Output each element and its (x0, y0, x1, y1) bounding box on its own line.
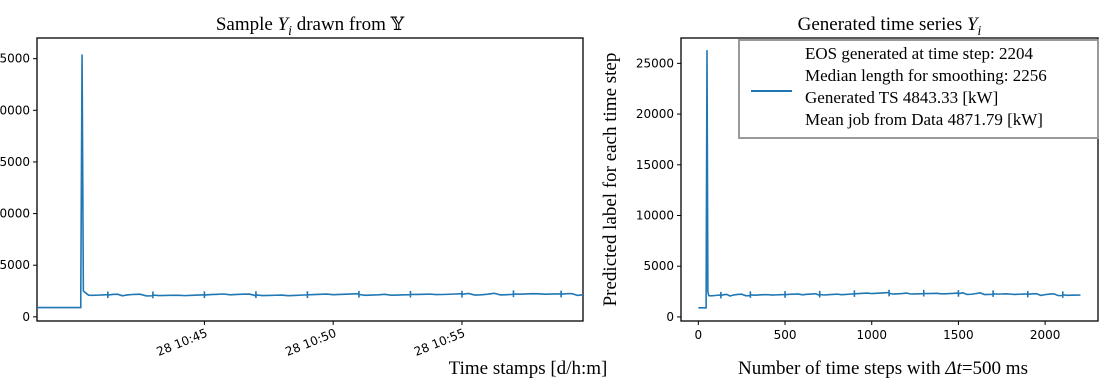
plot-frame (680, 37, 1099, 322)
y-tick-label: 5000 (643, 259, 674, 273)
x-axis-label: Time stamps [d/h:m] (449, 358, 608, 379)
series-line (698, 50, 1081, 309)
legend-entry: EOS generated at time step: 2204 (805, 44, 1034, 63)
x-tick-label: 0 (695, 328, 703, 342)
y-tick-label: 0 (666, 310, 674, 324)
plot-frame (36, 37, 584, 322)
x-tick-label: 1000 (856, 328, 887, 342)
legend-entry: Median length for smoothing: 2256 (805, 66, 1047, 85)
legend-box (738, 39, 1099, 139)
legend-entry: Mean job from Data 4871.79 [kW] (805, 110, 1043, 129)
y-tick-label: 0 (22, 310, 30, 324)
y-tick-label: 20000 (636, 107, 674, 121)
chart-title: Generated time series Yi (798, 14, 982, 38)
y-axis-label: Predicted label for each time step (600, 53, 621, 307)
x-tick-label: 28 10:45 (155, 326, 210, 359)
x-tick-label: 1500 (943, 328, 974, 342)
y-tick-label: 15000 (0, 155, 30, 169)
y-tick-label: 25000 (636, 56, 674, 70)
legend-entry: Generated TS 4843.33 [kW] (805, 88, 998, 107)
x-tick-label: 28 10:55 (412, 326, 467, 359)
series-line (37, 54, 584, 309)
y-tick-label: 25000 (0, 52, 30, 66)
x-axis-label: Number of time steps with Δt=500 ms (738, 358, 1028, 379)
x-tick-label: 500 (774, 328, 797, 342)
right-chart: 0 5000 10000 15000 20000 25000 0 500 1000 1500 200… (600, 14, 1099, 379)
x-tick-label: 28 10:50 (283, 326, 338, 359)
left-chart: 0 5000 10000 15000 20000 25000 28 10:45 28 10:5… (0, 14, 607, 379)
y-tick-label: 20000 (0, 103, 30, 117)
y-tick-label: 15000 (636, 158, 674, 172)
y-tick-label: 10000 (0, 207, 30, 221)
y-tick-label: 5000 (0, 258, 30, 272)
chart-title: Sample Yi drawn from 𝕐 (216, 14, 405, 38)
x-tick-label: 2000 (1030, 328, 1061, 342)
y-tick-label: 10000 (636, 209, 674, 223)
